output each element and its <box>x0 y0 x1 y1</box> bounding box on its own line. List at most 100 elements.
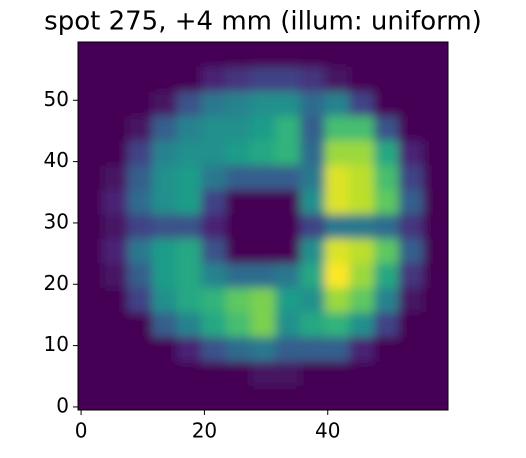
heatmap-cell <box>324 66 350 92</box>
heatmap-cell <box>201 164 227 190</box>
heatmap-cell <box>102 238 128 264</box>
heatmap-cell <box>78 42 104 68</box>
heatmap-cell <box>349 385 375 410</box>
heatmap-cell <box>349 42 375 68</box>
heatmap-cell <box>324 42 350 68</box>
heatmap-cell <box>423 42 448 68</box>
heatmap-cell <box>250 311 276 337</box>
heatmap-cell <box>423 66 448 92</box>
heatmap-cell <box>152 385 178 410</box>
heatmap-cell <box>250 336 276 362</box>
heatmap-cell <box>324 91 350 117</box>
heatmap-cell <box>127 115 153 141</box>
x-tick-label: 40 <box>315 419 340 443</box>
heatmap-cell <box>78 385 104 410</box>
heatmap-cell <box>176 360 202 386</box>
heatmap-cell <box>300 311 326 337</box>
heatmap-cell <box>152 115 178 141</box>
y-tick-label: 10 <box>44 332 69 356</box>
heatmap-cell <box>349 140 375 166</box>
heatmap-cell <box>349 311 375 337</box>
heatmap-cell <box>250 262 276 288</box>
heatmap-cell <box>78 360 104 386</box>
heatmap-cell <box>250 287 276 313</box>
heatmap-cell <box>275 189 301 215</box>
heatmap-cell <box>176 140 202 166</box>
heatmap-cell <box>423 213 448 239</box>
heatmap-cell <box>102 262 128 288</box>
heatmap-cell <box>374 42 400 68</box>
heatmap-cell <box>127 140 153 166</box>
heatmap-cell <box>374 213 400 239</box>
heatmap-cell <box>398 262 424 288</box>
heatmap-cell <box>423 140 448 166</box>
heatmap-cell <box>398 91 424 117</box>
heatmap-cell <box>250 91 276 117</box>
heatmap-cell <box>176 66 202 92</box>
heatmap-cell <box>78 164 104 190</box>
heatmap-cell <box>324 311 350 337</box>
heatmap-cell <box>102 360 128 386</box>
heatmap-cell <box>152 311 178 337</box>
heatmap-cell <box>275 262 301 288</box>
heatmap-cell <box>275 66 301 92</box>
heatmap-cell <box>250 140 276 166</box>
heatmap-cell <box>226 360 252 386</box>
heatmap-cell <box>102 140 128 166</box>
heatmap-cell <box>78 238 104 264</box>
heatmap-cell <box>226 115 252 141</box>
heatmap-cell <box>300 164 326 190</box>
heatmap-cell <box>127 238 153 264</box>
heatmap-cell <box>226 336 252 362</box>
heatmap-cell <box>423 336 448 362</box>
heatmap-cell <box>201 336 227 362</box>
heatmap-cell <box>176 238 202 264</box>
heatmap-cell <box>398 42 424 68</box>
heatmap-cell <box>176 213 202 239</box>
heatmap-cell <box>176 189 202 215</box>
heatmap-cell <box>398 360 424 386</box>
heatmap-cell <box>102 213 128 239</box>
heatmap-cell <box>423 360 448 386</box>
heatmap-cell <box>349 115 375 141</box>
heatmap-cell <box>250 360 276 386</box>
heatmap-cell <box>78 287 104 313</box>
heatmap-cell <box>152 42 178 68</box>
heatmap-cell <box>176 42 202 68</box>
heatmap-cell <box>275 140 301 166</box>
heatmap-cell <box>374 385 400 410</box>
heatmap-cell <box>226 238 252 264</box>
heatmap-cell <box>176 311 202 337</box>
heatmap-cell <box>201 360 227 386</box>
heatmap-cell <box>201 311 227 337</box>
y-tick-label: 50 <box>44 87 69 111</box>
heatmap-cell <box>102 287 128 313</box>
heatmap-cell <box>374 189 400 215</box>
heatmap-cell <box>300 336 326 362</box>
heatmap-cell <box>226 164 252 190</box>
heatmap-cell <box>374 287 400 313</box>
heatmap-cell <box>152 164 178 190</box>
heatmap-cell <box>226 66 252 92</box>
heatmap-cell <box>226 213 252 239</box>
heatmap-cell <box>152 287 178 313</box>
heatmap-cell <box>127 189 153 215</box>
heatmap-cell <box>78 336 104 362</box>
heatmap-cell <box>152 213 178 239</box>
heatmap-cell <box>324 213 350 239</box>
heatmap-cell <box>398 213 424 239</box>
heatmap-cell <box>275 385 301 410</box>
y-tick-label: 30 <box>44 209 69 233</box>
heatmap-cell <box>398 140 424 166</box>
heatmap-cell <box>275 360 301 386</box>
heatmap-cell <box>374 336 400 362</box>
heatmap-cell <box>78 189 104 215</box>
heatmap-cell <box>349 66 375 92</box>
heatmap-cell <box>250 189 276 215</box>
heatmap-cell <box>250 164 276 190</box>
heatmap-cell <box>176 262 202 288</box>
heatmap-cell <box>275 213 301 239</box>
heatmap-cell <box>300 360 326 386</box>
heatmap-cell <box>152 140 178 166</box>
